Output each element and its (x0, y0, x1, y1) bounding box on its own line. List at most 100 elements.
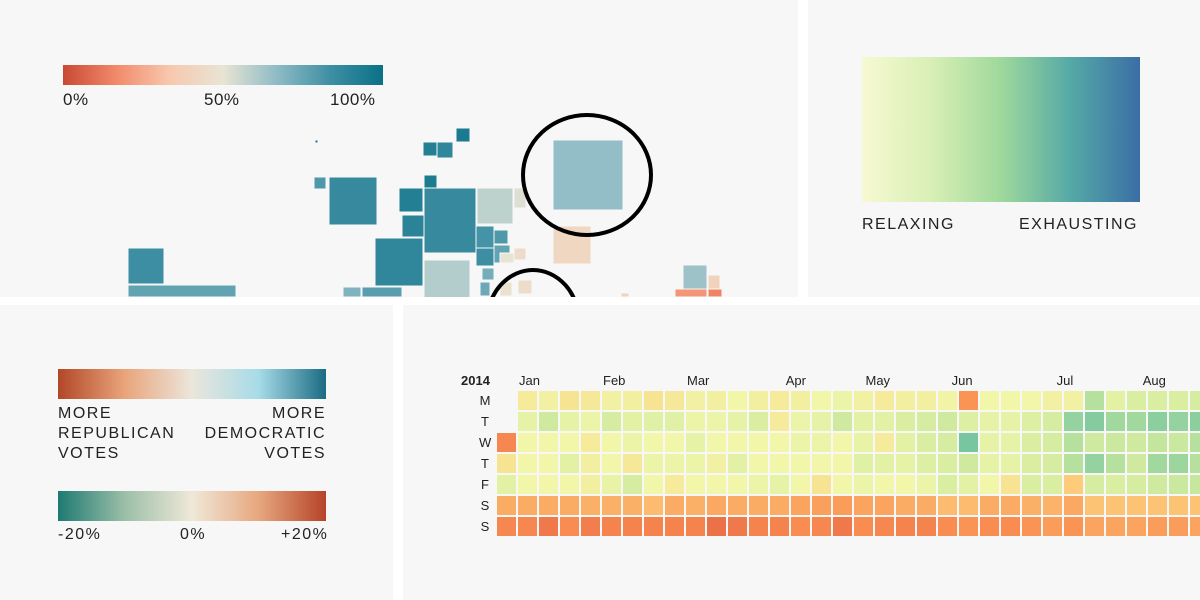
calendar-day-cell (686, 496, 705, 515)
calendar-day-cell (770, 433, 789, 452)
weekday-label: T (481, 414, 489, 429)
calendar-day-cell (749, 412, 768, 431)
calendar-day-cell (581, 517, 600, 536)
calendar-day-cell (644, 517, 663, 536)
calendar-day-cell (1190, 391, 1200, 410)
map-region (314, 139, 319, 144)
calendar-day-cell (1022, 433, 1041, 452)
weekday-label: S (480, 498, 490, 513)
calendar-day-cell (875, 412, 894, 431)
calendar-day-cell (959, 496, 978, 515)
calendar-day-cell (1022, 412, 1041, 431)
calendar-day-cell (1064, 433, 1083, 452)
calendar-day-cell (980, 412, 999, 431)
calendar-day-cell (980, 454, 999, 473)
calendar-day-cell (644, 475, 663, 494)
calendar-day-cell (812, 391, 831, 410)
calendar-day-cell (1190, 454, 1200, 473)
calendar-day-cell (1148, 517, 1167, 536)
republican-line-1: MORE (58, 405, 112, 422)
calendar-day-cell (1148, 433, 1167, 452)
calendar-day-cell (854, 517, 873, 536)
calendar-day-cell (917, 412, 936, 431)
map-region (707, 274, 721, 290)
weekday-label: S (480, 519, 490, 534)
calendar-day-cell (938, 517, 957, 536)
calendar-day-cell (623, 391, 642, 410)
calendar-day-cell (644, 433, 663, 452)
calendar-day-cell (539, 475, 558, 494)
calendar-day-cell (791, 454, 810, 473)
calendar-day-cell (560, 412, 579, 431)
calendar-day-cell (1022, 496, 1041, 515)
calendar-day-cell (854, 412, 873, 431)
calendar-day-cell (728, 391, 747, 410)
calendar-day-cell (812, 517, 831, 536)
calendar-day-cell (602, 391, 621, 410)
calendar-day-cell (560, 454, 579, 473)
effort-legend-panel: RELAXING EXHAUSTING (808, 0, 1200, 297)
calendar-day-cell (1169, 412, 1188, 431)
calendar-day-cell (959, 517, 978, 536)
map-region (313, 176, 327, 190)
calendar-day-cell (833, 433, 852, 452)
calendar-day-cell (707, 391, 726, 410)
calendar-day-cell (518, 496, 537, 515)
month-label: May (865, 373, 891, 388)
calendar-day-cell (791, 475, 810, 494)
vote-gradient-bar (58, 369, 326, 399)
calendar-day-cell (875, 433, 894, 452)
calendar-day-cell (497, 475, 516, 494)
calendar-day-cell (812, 475, 831, 494)
calendar-day-cell (581, 475, 600, 494)
calendar-day-cell (854, 433, 873, 452)
calendar-day-cell (1064, 412, 1083, 431)
month-label: Aug (1142, 373, 1166, 388)
calendar-day-cell (791, 412, 810, 431)
calendar-day-cell (1085, 475, 1104, 494)
calendar-day-cell (581, 433, 600, 452)
legend-label-50: 50% (204, 90, 240, 109)
calendar-day-cell (1064, 454, 1083, 473)
calendar-day-cell (833, 496, 852, 515)
calendar-day-cell (770, 496, 789, 515)
month-label: Feb (603, 373, 626, 388)
calendar-day-cell (1043, 391, 1062, 410)
calendar-day-cell (686, 412, 705, 431)
weekday-label: M (479, 393, 491, 408)
map-region (479, 281, 491, 297)
map-region (552, 139, 624, 211)
calendar-day-cell (1022, 454, 1041, 473)
calendar-day-cell (602, 496, 621, 515)
calendar-day-cell (980, 475, 999, 494)
calendar-day-cell (791, 496, 810, 515)
percent-legend-bar (63, 65, 383, 85)
calendar-day-cell (518, 475, 537, 494)
calendar-day-cell (1085, 391, 1104, 410)
calendar-day-cell (497, 496, 516, 515)
calendar-day-cell (896, 391, 915, 410)
map-region (398, 187, 424, 213)
calendar-day-cell (686, 391, 705, 410)
calendar-day-cell (896, 412, 915, 431)
calendar-day-cell (581, 412, 600, 431)
calendar-day-cell (833, 475, 852, 494)
swing-label-minus: -20% (58, 526, 102, 543)
calendar-day-cell (1127, 454, 1146, 473)
map-region (475, 225, 495, 249)
calendar-day-cell (539, 496, 558, 515)
calendar-day-cell (959, 433, 978, 452)
vote-legend-panel: MORE REPUBLICAN VOTES MORE DEMOCRATIC VO… (0, 305, 393, 600)
calendar-day-cell (623, 412, 642, 431)
calendar-day-cell (539, 433, 558, 452)
calendar-day-cell (1169, 391, 1188, 410)
calendar-day-cell (938, 433, 957, 452)
calendar-day-cell (1148, 496, 1167, 515)
calendar-day-cell (875, 517, 894, 536)
calendar-day-cell (1085, 496, 1104, 515)
map-region (127, 247, 165, 285)
calendar-day-cell (728, 454, 747, 473)
calendar-day-cell (497, 517, 516, 536)
calendar-day-cell (539, 517, 558, 536)
calendar-day-cell (980, 496, 999, 515)
